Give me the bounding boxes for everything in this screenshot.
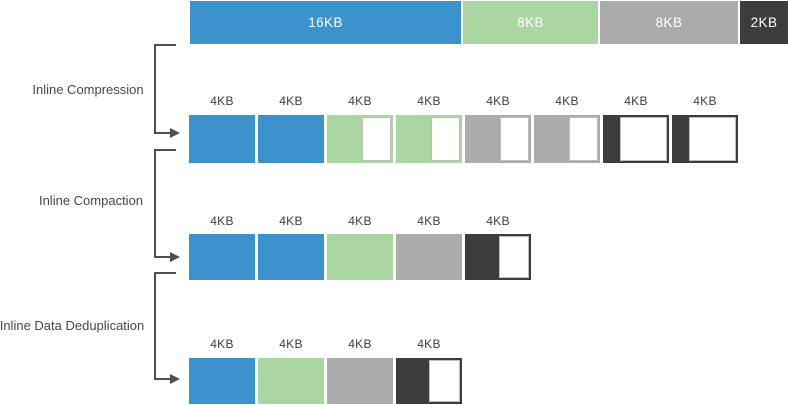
- data-block: [327, 234, 393, 280]
- block-size-label: 4KB: [555, 94, 579, 108]
- block-size-label: 4KB: [417, 337, 441, 351]
- stage-label: Inline Compaction: [38, 193, 144, 208]
- free-space: [620, 117, 667, 161]
- block-size-label: 4KB: [417, 94, 441, 108]
- bracket-line-top: [154, 272, 176, 274]
- data-block: [189, 234, 255, 280]
- arrowhead-icon: [170, 374, 180, 384]
- block-size-label: 4KB: [624, 94, 648, 108]
- free-space: [361, 117, 391, 161]
- bracket-line-bottom: [154, 132, 171, 134]
- free-space: [429, 360, 460, 402]
- source-segment: 8KB: [463, 1, 598, 44]
- bracket-line-vertical: [154, 44, 156, 134]
- bracket-line-vertical: [154, 149, 156, 258]
- block-size-label: 4KB: [210, 337, 234, 351]
- source-data-bar: 16KB 8KB 8KB 2KB: [190, 1, 788, 44]
- source-segment: 16KB: [190, 1, 461, 44]
- bracket-line-vertical: [154, 272, 156, 380]
- block-size-label: 4KB: [693, 94, 717, 108]
- block-size-label: 4KB: [348, 337, 372, 351]
- arrowhead-icon: [170, 128, 180, 138]
- block-size-label: 4KB: [210, 214, 234, 228]
- source-segment: 2KB: [740, 1, 788, 44]
- data-block: [396, 358, 462, 404]
- stage-label: Inline Compression: [32, 82, 144, 97]
- data-block: [534, 115, 600, 163]
- data-block: [603, 115, 669, 163]
- block-size-label: 4KB: [348, 94, 372, 108]
- block-size-label: 4KB: [279, 214, 303, 228]
- block-size-label: 4KB: [210, 94, 234, 108]
- free-space: [499, 117, 529, 161]
- free-space: [568, 117, 598, 161]
- source-segment-label: 8KB: [655, 15, 683, 30]
- data-block: [396, 115, 462, 163]
- source-segment-label: 8KB: [517, 15, 544, 30]
- block-size-label: 4KB: [486, 214, 510, 228]
- source-segment-label: 16KB: [308, 15, 343, 30]
- block-size-label: 4KB: [279, 94, 303, 108]
- source-segment-label: 2KB: [750, 15, 778, 30]
- block-size-label: 4KB: [417, 214, 441, 228]
- data-block: [465, 234, 531, 280]
- free-space: [689, 117, 736, 161]
- data-block: [327, 358, 393, 404]
- free-space: [430, 117, 460, 161]
- data-block: [258, 234, 324, 280]
- data-block: [327, 115, 393, 163]
- free-space: [498, 236, 529, 278]
- data-block: [189, 115, 255, 163]
- free-space-block: [737, 356, 788, 405]
- bracket-line-top: [154, 44, 176, 46]
- data-block: [258, 115, 324, 163]
- bracket-line-bottom: [154, 378, 171, 380]
- data-block: [465, 115, 531, 163]
- bracket-line-top: [154, 149, 176, 151]
- bracket-line-bottom: [154, 256, 171, 258]
- arrowhead-icon: [170, 252, 180, 262]
- data-block: [672, 115, 738, 163]
- data-block: [258, 358, 324, 404]
- source-segment: 8KB: [600, 1, 738, 44]
- block-size-label: 4KB: [348, 214, 372, 228]
- data-block: [396, 234, 462, 280]
- block-size-label: 4KB: [279, 337, 303, 351]
- block-size-label: 4KB: [486, 94, 510, 108]
- stage-label: Inline Data Deduplication: [0, 318, 145, 333]
- data-block: [189, 358, 255, 404]
